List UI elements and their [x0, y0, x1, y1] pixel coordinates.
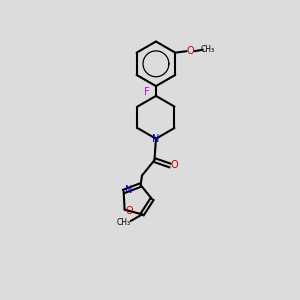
Text: N: N — [125, 185, 132, 195]
Text: O: O — [170, 160, 178, 170]
Text: O: O — [187, 46, 194, 56]
Text: N: N — [152, 134, 160, 144]
Text: CH₃: CH₃ — [116, 218, 130, 226]
Text: O: O — [126, 206, 134, 216]
Text: F: F — [144, 87, 149, 97]
Text: CH₃: CH₃ — [201, 45, 215, 54]
